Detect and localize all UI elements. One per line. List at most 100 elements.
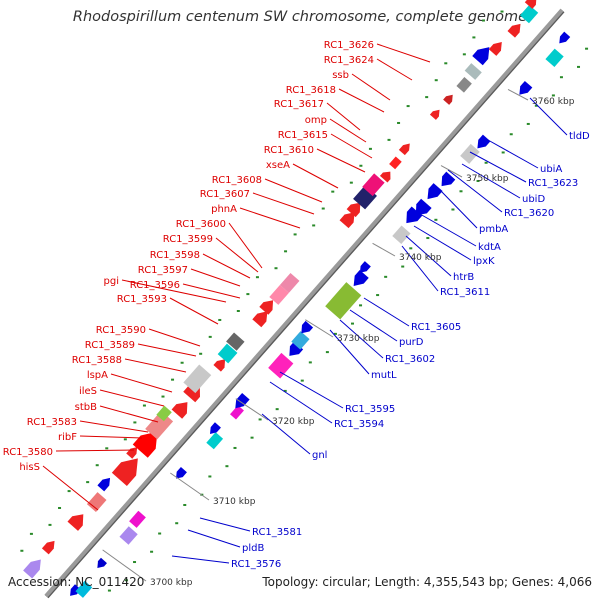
tick-dot <box>20 549 24 552</box>
tick-dot <box>397 121 401 124</box>
rev-label-rc1-3611: RC1_3611 <box>440 287 490 298</box>
rev-label-gnl-leader <box>261 413 311 455</box>
fwd-feature-33-body <box>488 42 502 56</box>
rev-label-kdta-leader <box>419 213 477 247</box>
tick-dot <box>333 332 337 335</box>
rev-feature-14-body <box>301 320 314 334</box>
rev-feature-6 <box>175 466 187 479</box>
fwd-label-rc1-3610: RC1_3610 <box>264 145 314 156</box>
tick-dot <box>124 579 128 582</box>
rev-label-tldd: tldD <box>569 131 590 142</box>
fwd-feature-22 <box>346 202 361 218</box>
tick-dot <box>349 181 353 184</box>
labels-layer: 3700 kbp 3710 kbp 3720 kbp 3730 kbp 3740 kbp… <box>3 40 590 588</box>
tick-dot <box>476 179 480 182</box>
fwd-label-rc1-3626: RC1_3626 <box>324 40 374 51</box>
rev-label-ubia: ubiA <box>540 164 562 175</box>
fwd-feature-16 <box>226 332 245 351</box>
tick-mark <box>102 549 147 582</box>
fwd-feature-20-body <box>279 272 300 293</box>
tick-label-3710-kbp: 3710 kbp <box>213 497 256 507</box>
fwd-label-rc1-3617-leader <box>326 102 361 131</box>
tick-dot <box>472 36 476 39</box>
rev-label-kdta: kdtA <box>478 242 501 253</box>
fwd-label-rc1-3583: RC1_3583 <box>27 417 77 428</box>
fwd-feature-27-body <box>398 143 410 156</box>
fwd-feature-3-body <box>67 514 84 531</box>
tick-mark <box>170 472 210 501</box>
rev-label-rc1-3605-leader <box>363 297 410 327</box>
tick-label-3700-kbp: 3700 kbp <box>150 578 193 588</box>
rev-feature-18-body <box>392 225 411 244</box>
fwd-label-rc1-3600: RC1_3600 <box>176 219 226 230</box>
fwd-feature-28 <box>429 109 440 120</box>
fwd-label-rc1-3624-leader <box>376 58 413 81</box>
rev-feature-21-body <box>427 183 443 200</box>
tick-dot <box>250 436 254 439</box>
tick-label-3720-kbp: 3720 kbp <box>272 417 315 427</box>
rev-feature-19 <box>406 206 423 224</box>
rev-feature-20-body <box>415 198 432 216</box>
tick-dot <box>67 490 71 493</box>
rev-feature-13-body <box>291 331 310 350</box>
fwd-label-rc1-3615: RC1_3615 <box>278 130 328 141</box>
rev-label-rc1-3576: RC1_3576 <box>231 559 281 570</box>
rev-label-rc1-3595-leader <box>279 371 344 409</box>
fwd-feature-33 <box>488 42 502 56</box>
tick-dot <box>462 53 466 56</box>
tick-dot <box>225 465 229 468</box>
tick-dot <box>501 151 505 154</box>
fwd-label-rc1-3598: RC1_3598 <box>150 250 200 261</box>
fwd-feature-36-body <box>524 0 537 9</box>
tick-dot <box>331 190 335 193</box>
fwd-label-rc1-3617: RC1_3617 <box>274 99 324 110</box>
tick-dot <box>142 404 146 407</box>
rev-feature-5 <box>129 510 146 528</box>
fwd-label-hiss: hisS <box>19 462 40 473</box>
tick-mark <box>305 319 334 338</box>
fwd-feature-16-body <box>226 332 245 351</box>
fwd-label-rc1-3618-leader <box>338 88 385 113</box>
rev-feature-16 <box>353 269 369 286</box>
rev-label-rc1-3581: RC1_3581 <box>252 527 302 538</box>
fwd-label-rc1-3626-leader <box>376 43 431 63</box>
fwd-feature-11-body <box>171 402 188 419</box>
rev-feature-22-body <box>441 171 456 187</box>
tick-dot <box>526 122 530 125</box>
tick-dot <box>409 247 413 250</box>
tick-dot <box>425 96 429 99</box>
rev-feature-27 <box>559 31 571 44</box>
tick-dot <box>325 351 329 354</box>
rev-feature-16-body <box>353 269 369 286</box>
fwd-label-rc1-3580: RC1_3580 <box>3 447 53 458</box>
fwd-feature-18 <box>259 300 274 315</box>
fwd-feature-22-body <box>346 202 361 218</box>
tick-dot <box>368 147 372 150</box>
tick-dot <box>312 224 316 227</box>
fwd-feature-27 <box>398 143 410 156</box>
rev-feature-2-body <box>75 580 93 598</box>
fwd-feature-24 <box>362 173 385 197</box>
tick-dot <box>509 133 513 136</box>
rev-feature-4 <box>119 526 138 545</box>
fwd-feature-32 <box>472 47 490 66</box>
fwd-feature-4 <box>86 492 107 513</box>
tick-dot <box>180 361 184 364</box>
rev-label-pldb: pldB <box>242 543 264 554</box>
rev-feature-10 <box>235 392 250 409</box>
tick-dot <box>444 62 448 65</box>
rev-label-gnl: gnl <box>312 450 327 461</box>
fwd-feature-15 <box>217 343 238 364</box>
tick-dot <box>534 104 538 107</box>
fwd-feature-36 <box>524 0 537 9</box>
fwd-label-rc1-3618: RC1_3618 <box>286 85 336 96</box>
fwd-label-lspa-leader <box>110 373 173 393</box>
fwd-label-lspa: lspA <box>87 370 108 381</box>
fwd-label-rc1-3596-leader <box>182 283 241 299</box>
tick-dot <box>183 503 187 506</box>
fwd-feature-17-body <box>252 311 268 328</box>
fwd-feature-4-body <box>86 492 107 513</box>
tick-mark <box>235 398 269 421</box>
fwd-feature-35-body <box>519 4 539 24</box>
fwd-feature-6-body <box>111 458 138 487</box>
